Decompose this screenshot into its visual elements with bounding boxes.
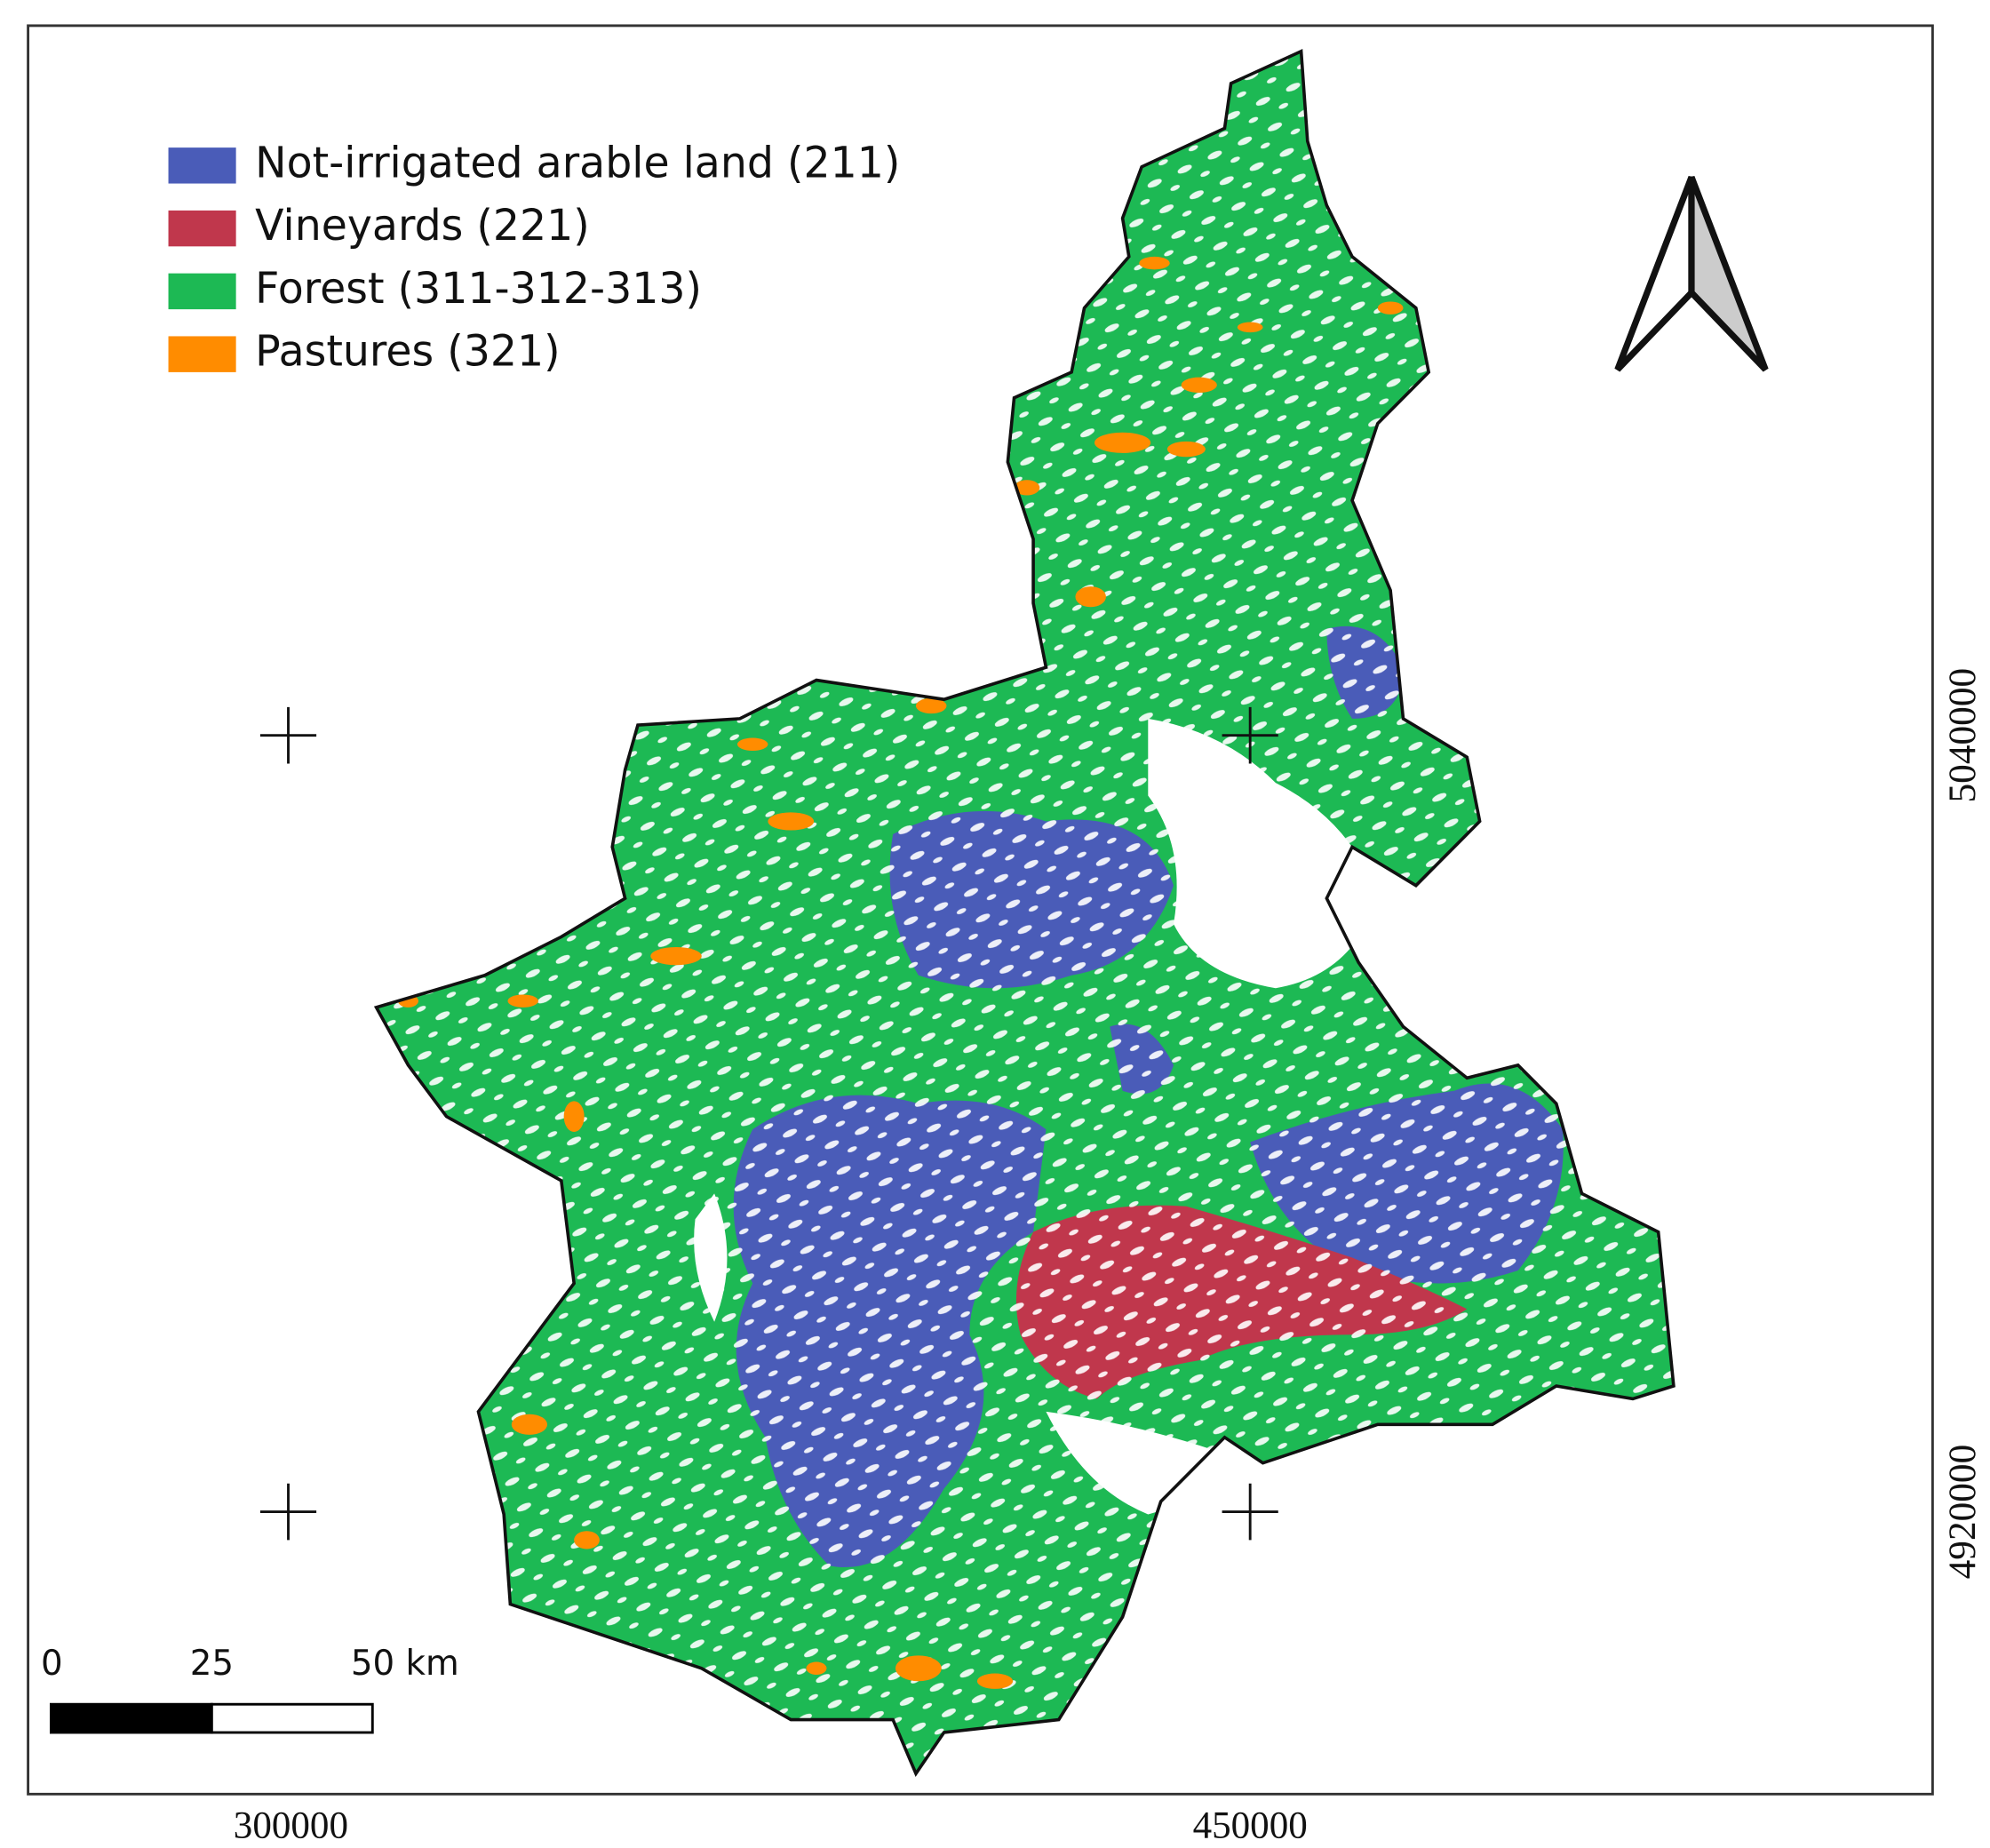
- scale-label: 0: [41, 1644, 63, 1684]
- legend-swatch: [168, 147, 236, 184]
- legend-label: Vineyards (221): [255, 202, 590, 251]
- scale-label: 50 km: [351, 1644, 459, 1684]
- legend-label: Pastures (321): [255, 328, 560, 377]
- legend-label: Not-irrigated arable land (211): [255, 139, 900, 187]
- pasture-areas: [398, 256, 1404, 1689]
- scale-label: 25: [190, 1644, 234, 1684]
- legend-swatch: [168, 273, 236, 310]
- y-coordinate-label: 4920000: [1942, 1445, 1984, 1580]
- y-coordinate-label: 5040000: [1942, 668, 1984, 803]
- legend-swatch: [168, 210, 236, 247]
- x-coordinate-label: 300000: [234, 1804, 348, 1846]
- legend-swatch: [168, 336, 236, 372]
- scale-bar: [50, 1702, 374, 1734]
- x-coordinate-label: 450000: [1193, 1804, 1308, 1846]
- legend-label: Forest (311-312-313): [255, 265, 702, 314]
- north-arrow: [1614, 176, 1769, 372]
- grid-crosses: [259, 706, 1278, 1541]
